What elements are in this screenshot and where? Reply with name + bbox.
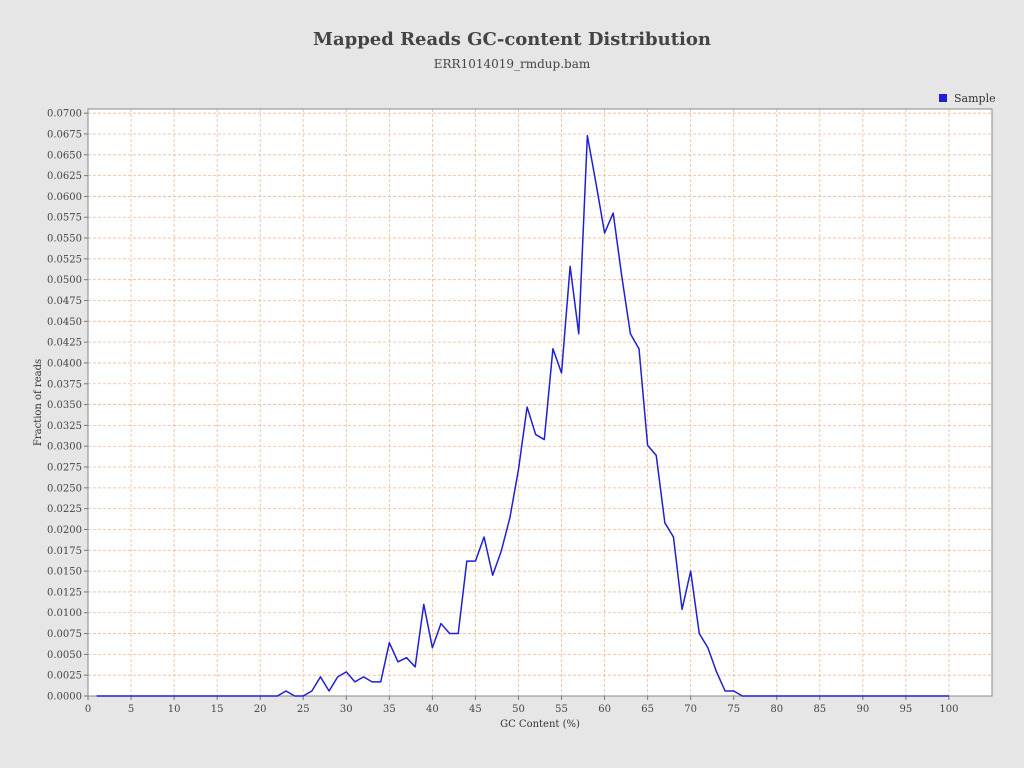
x-tick-label: 60 <box>598 704 611 715</box>
x-tick-label: 45 <box>469 704 482 715</box>
y-tick-label: 0.0600 <box>47 192 82 203</box>
x-tick-label: 90 <box>856 704 869 715</box>
y-tick-label: 0.0125 <box>47 587 82 598</box>
y-tick-label: 0.0350 <box>47 400 82 411</box>
y-tick-label: 0.0225 <box>47 504 82 515</box>
x-tick-label: 0 <box>85 704 91 715</box>
x-tick-label: 50 <box>512 704 525 715</box>
y-tick-label: 0.0150 <box>47 567 82 578</box>
x-tick-label: 35 <box>383 704 396 715</box>
grid <box>87 109 992 697</box>
y-tick-label: 0.0575 <box>47 213 82 224</box>
x-tick-label: 75 <box>727 704 740 715</box>
plot-border <box>87 108 993 697</box>
axes: 0 5 10 15 20 25 30 35 40 45 50 55 60 65 70 75 80 85 90 95 10… <box>47 108 993 715</box>
x-tick-label: 25 <box>297 704 310 715</box>
x-tick-label: 55 <box>555 704 568 715</box>
legend-swatch <box>939 94 947 102</box>
y-axis-label: Fraction of reads <box>33 359 44 446</box>
x-axis-label: GC Content (%) <box>500 719 580 730</box>
y-tick-label: 0.0500 <box>47 275 82 286</box>
y-tick-label: 0.0675 <box>47 129 82 140</box>
x-tick-label: 65 <box>641 704 654 715</box>
y-tick-label: 0.0375 <box>47 379 82 390</box>
y-tick-label: 0.0475 <box>47 296 82 307</box>
y-tick-label: 0.0625 <box>47 171 82 182</box>
x-tick-label: 85 <box>813 704 826 715</box>
plot-background <box>88 109 992 696</box>
y-tick-label: 0.0000 <box>47 692 82 703</box>
y-tick-label: 0.0400 <box>47 358 82 369</box>
x-tick-label: 5 <box>128 704 134 715</box>
y-tick-label: 0.0100 <box>47 608 82 619</box>
chart-subtitle: ERR1014019_rmdup.bam <box>433 57 591 71</box>
x-tick-label: 70 <box>684 704 697 715</box>
series-layer <box>96 134 949 697</box>
x-tick-label: 30 <box>340 704 353 715</box>
y-tick-label: 0.0700 <box>47 109 82 120</box>
x-tick-label: 100 <box>939 704 958 715</box>
x-tick-label: 15 <box>211 704 224 715</box>
y-tick-label: 0.0425 <box>47 338 82 349</box>
legend: Sample <box>939 92 996 105</box>
y-tick-label: 0.0025 <box>47 671 82 682</box>
x-tick-label: 40 <box>426 704 439 715</box>
y-tick-label: 0.0300 <box>47 442 82 453</box>
y-tick-label: 0.0050 <box>47 650 82 661</box>
y-tick-label: 0.0075 <box>47 629 82 640</box>
series-line-sample <box>96 134 949 697</box>
y-tick-label: 0.0325 <box>47 421 82 432</box>
legend-label: Sample <box>954 92 996 105</box>
x-tick-label: 80 <box>770 704 783 715</box>
y-tick-label: 0.0275 <box>47 463 82 474</box>
y-tick-label: 0.0525 <box>47 254 82 265</box>
y-tick-label: 0.0550 <box>47 234 82 245</box>
y-tick-label: 0.0175 <box>47 546 82 557</box>
x-tick-label: 10 <box>168 704 181 715</box>
y-tick-label: 0.0200 <box>47 525 82 536</box>
x-tick-label: 20 <box>254 704 267 715</box>
y-tick-label: 0.0250 <box>47 483 82 494</box>
y-tick-label: 0.0450 <box>47 317 82 328</box>
chart-title: Mapped Reads GC-content Distribution <box>313 29 711 50</box>
y-tick-label: 0.0650 <box>47 150 82 161</box>
x-tick-label: 95 <box>900 704 913 715</box>
